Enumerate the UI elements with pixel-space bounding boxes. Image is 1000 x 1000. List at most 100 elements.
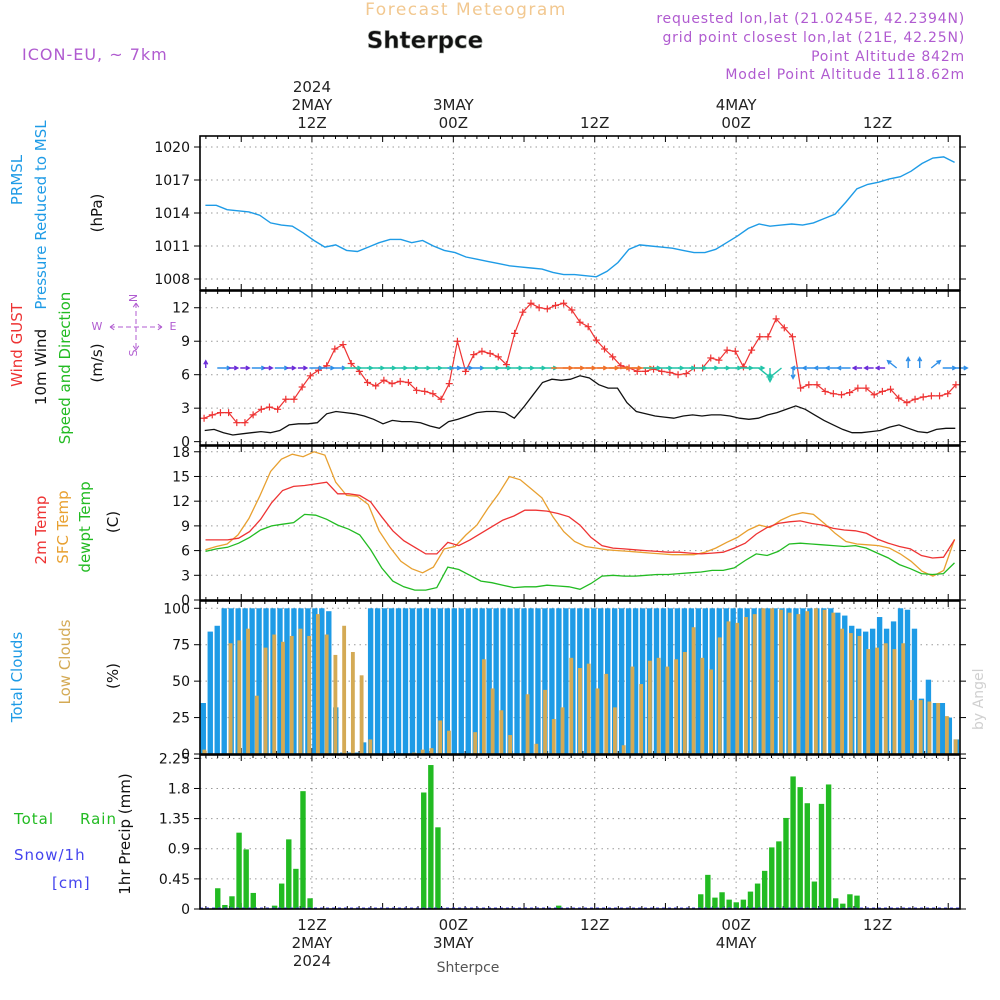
low-cloud-bar bbox=[901, 643, 906, 754]
total-cloud-bar bbox=[444, 608, 451, 754]
gust-marker bbox=[797, 384, 805, 392]
total-cloud-bar bbox=[381, 608, 388, 754]
wind-arrow bbox=[863, 365, 874, 371]
total-cloud-bar bbox=[528, 608, 534, 754]
low-cloud-bar bbox=[254, 695, 259, 754]
top-tick-label: 00Z bbox=[721, 114, 750, 132]
low-cloud-bar bbox=[569, 657, 574, 754]
bottom-tick-label: 2MAY bbox=[292, 934, 334, 952]
total-cloud-bar bbox=[869, 628, 876, 754]
gust-marker bbox=[290, 395, 298, 403]
rain-bar bbox=[761, 870, 768, 909]
low-cloud-bar bbox=[438, 720, 443, 754]
total-cloud-bar bbox=[430, 608, 437, 754]
y-tick-label: 6 bbox=[181, 368, 190, 384]
gust-marker bbox=[519, 308, 527, 316]
rain-bar bbox=[769, 847, 775, 909]
gust-marker bbox=[609, 353, 617, 361]
rain-bar bbox=[790, 776, 796, 909]
gust-marker bbox=[862, 384, 870, 392]
low-cloud-bar bbox=[508, 735, 513, 754]
gust-marker bbox=[233, 419, 241, 427]
temp-2m-line bbox=[205, 481, 956, 559]
low-cloud-bar bbox=[910, 700, 914, 754]
gust-marker bbox=[249, 411, 257, 419]
gust-marker bbox=[470, 351, 478, 359]
gust-marker bbox=[919, 393, 927, 401]
gust-marker bbox=[887, 385, 895, 393]
total-cloud-bar bbox=[828, 608, 834, 754]
top-tick-label: 2MAY bbox=[292, 96, 334, 114]
y-tick-label: 1017 bbox=[154, 173, 190, 189]
wind-arrow bbox=[203, 359, 209, 368]
rain-bar bbox=[797, 787, 803, 909]
gust-marker bbox=[486, 349, 494, 357]
low-cloud-bar bbox=[525, 694, 530, 754]
low-cloud-bar bbox=[813, 608, 818, 754]
rain-bar bbox=[271, 905, 278, 909]
low-cloud-bar bbox=[263, 647, 268, 754]
low-cloud-bar bbox=[647, 660, 652, 754]
low-cloud-bar bbox=[490, 688, 495, 754]
panel-background bbox=[200, 755, 960, 909]
total-cloud-bar bbox=[835, 612, 841, 754]
rain-bar bbox=[705, 874, 711, 909]
gust-marker bbox=[453, 337, 461, 345]
pressure-unit: (hPa) bbox=[88, 194, 106, 233]
panel-border bbox=[199, 445, 961, 601]
low-cloud-bar bbox=[744, 617, 748, 754]
rain-bar bbox=[733, 902, 739, 909]
y-tick-label: 9 bbox=[181, 519, 190, 535]
forecast-title: Forecast Meteogram bbox=[365, 0, 567, 20]
low-cloud-bar bbox=[665, 666, 670, 754]
top-tick-label: 00Z bbox=[439, 114, 468, 132]
pressure-label-2: Pressure Reduced to MSL bbox=[32, 120, 50, 310]
gust-marker bbox=[878, 387, 886, 395]
rain-bar bbox=[215, 888, 221, 909]
gust-marker bbox=[282, 395, 290, 403]
y-tick-label: 12 bbox=[172, 301, 190, 317]
gust-marker bbox=[388, 380, 396, 388]
compass-rose: N S W E bbox=[92, 294, 177, 357]
wind-arrow bbox=[930, 359, 942, 369]
compass-n: N bbox=[127, 294, 140, 302]
wind-unit: (m/s) bbox=[88, 343, 106, 382]
info-line: grid point closest lon,lat (21E, 42.25N) bbox=[662, 30, 965, 46]
total-cloud-bar bbox=[221, 608, 227, 754]
low-cloud-bar bbox=[691, 627, 696, 754]
low-cloud-bar bbox=[805, 611, 810, 754]
rain-bar bbox=[300, 791, 306, 909]
legend-snow-unit: [cm] bbox=[52, 874, 91, 892]
y-tick-label: 0.9 bbox=[168, 842, 190, 858]
pressure-line bbox=[205, 156, 955, 278]
y-tick-label: 15 bbox=[172, 469, 190, 485]
low-cloud-bar bbox=[630, 666, 635, 754]
gust-marker bbox=[592, 336, 600, 344]
legend-total: Total bbox=[13, 810, 54, 828]
total-cloud-bar bbox=[493, 608, 499, 754]
top-tick-label: 12Z bbox=[863, 114, 892, 132]
total-cloud-bar bbox=[367, 608, 374, 754]
rain-bar bbox=[222, 904, 228, 909]
total-cloud-bar bbox=[800, 608, 806, 754]
total-cloud-bar bbox=[730, 608, 736, 754]
y-tick-label: 1020 bbox=[154, 140, 190, 156]
legend-rain: Rain bbox=[80, 810, 117, 828]
total-cloud-bar bbox=[904, 609, 911, 754]
gust-marker bbox=[829, 390, 837, 398]
rain-bar bbox=[854, 895, 860, 909]
rain-bar bbox=[726, 899, 732, 909]
low-cloud-bar bbox=[324, 634, 329, 754]
low-cloud-bar bbox=[787, 612, 792, 754]
gust-marker bbox=[854, 384, 862, 392]
total-cloud-bar bbox=[946, 717, 953, 754]
panel-border bbox=[199, 135, 961, 291]
low-cloud-bar bbox=[499, 710, 504, 754]
gust-marker bbox=[764, 333, 772, 341]
gust-marker bbox=[372, 382, 380, 390]
y-tick-label: 50 bbox=[172, 674, 190, 690]
gust-marker bbox=[633, 367, 641, 375]
total-cloud-bar bbox=[639, 608, 646, 754]
gust-marker bbox=[306, 372, 314, 380]
